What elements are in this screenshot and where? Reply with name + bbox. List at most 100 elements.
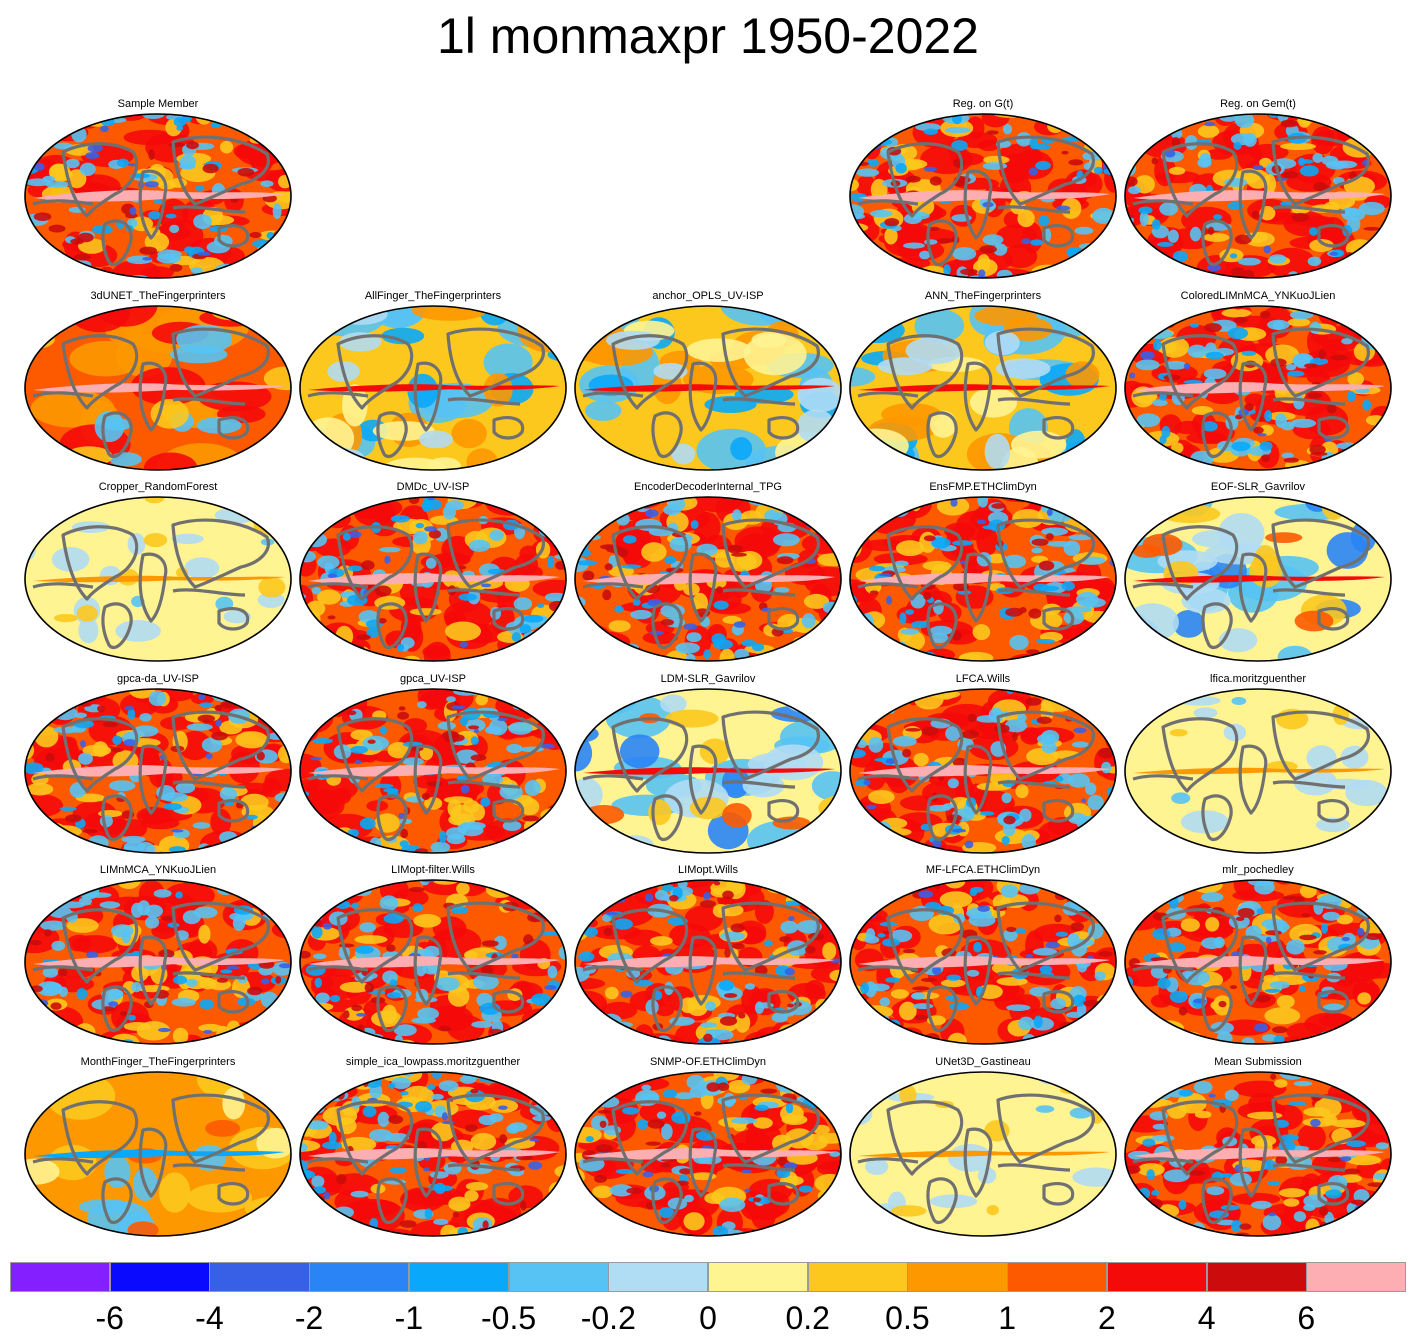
colorbar-swatch xyxy=(907,1262,1008,1292)
map-plot xyxy=(24,688,292,854)
map-panel: LIMopt-filter.Wills xyxy=(298,863,568,1049)
colorbar-tick-label: -4 xyxy=(195,1300,224,1336)
colorbar-tick-label: -0.5 xyxy=(481,1300,537,1336)
colorbar-swatch xyxy=(608,1262,709,1292)
colorbar-tick-label: 0 xyxy=(699,1300,717,1336)
map-panel-label: LIMopt.Wills xyxy=(678,864,738,876)
map-panel-label: MonthFinger_TheFingerprinters xyxy=(80,1056,236,1068)
colorbar-tick-label: 1 xyxy=(998,1300,1016,1336)
map-panel: EnsFMP.ETHClimDyn xyxy=(848,480,1118,666)
map-panel-label: Sample Member xyxy=(117,98,199,110)
colorbar-tick-label: 6 xyxy=(1297,1300,1316,1336)
colorbar-tick-label: 2 xyxy=(1097,1300,1116,1336)
map-plot xyxy=(299,1071,567,1237)
map-panel: Sample Member xyxy=(23,97,293,283)
map-plot xyxy=(1124,879,1392,1045)
map-panel: LIMopt.Wills xyxy=(573,863,843,1049)
map-panel: simple_ica_lowpass.moritzguenther xyxy=(298,1055,568,1241)
map-panel: anchor_OPLS_UV-ISP xyxy=(573,289,843,475)
map-panel: UNet3D_Gastineau xyxy=(848,1055,1118,1241)
colorbar-swatch xyxy=(109,1262,210,1292)
map-panel-label: Reg. on Gem(t) xyxy=(1220,98,1296,110)
map-panel: EncoderDecoderInternal_TPG xyxy=(573,480,843,666)
map-plot xyxy=(299,305,567,471)
colorbar xyxy=(10,1262,1407,1294)
colorbar-swatch xyxy=(1106,1262,1208,1292)
colorbar-swatch xyxy=(1306,1262,1407,1292)
map-plot xyxy=(1124,113,1392,279)
colorbar-swatch xyxy=(209,1262,310,1292)
map-panel-label: EOF-SLR_Gavrilov xyxy=(1210,481,1306,493)
map-panel-label: lfica.moritzguenther xyxy=(1210,673,1306,685)
map-panel: mlr_pochedley xyxy=(1123,863,1393,1049)
map-panel: 3dUNET_TheFingerprinters xyxy=(23,289,293,475)
map-panel-label: EncoderDecoderInternal_TPG xyxy=(634,481,782,493)
map-panel-label: EnsFMP.ETHClimDyn xyxy=(929,481,1037,493)
colorbar-swatch xyxy=(408,1262,510,1292)
map-plot xyxy=(1124,688,1392,854)
map-panel: gpca_UV-ISP xyxy=(298,672,568,858)
map-panel-label: 3dUNET_TheFingerprinters xyxy=(90,290,226,302)
colorbar-tick-label: 0.2 xyxy=(785,1300,830,1336)
colorbar-swatch xyxy=(10,1262,111,1292)
map-plot xyxy=(24,305,292,471)
map-panel: LFCA.Wills xyxy=(848,672,1118,858)
map-panel: DMDc_UV-ISP xyxy=(298,480,568,666)
map-panel: lfica.moritzguenther xyxy=(1123,672,1393,858)
colorbar-tick-label: -1 xyxy=(394,1300,424,1336)
map-panel: MonthFinger_TheFingerprinters xyxy=(23,1055,293,1241)
map-plot xyxy=(1124,305,1392,471)
map-plot xyxy=(24,1071,292,1237)
map-panel: AllFinger_TheFingerprinters xyxy=(298,289,568,475)
map-plot xyxy=(574,305,842,471)
map-panel: LDM-SLR_Gavrilov xyxy=(573,672,843,858)
map-panel-label: ANN_TheFingerprinters xyxy=(924,290,1042,302)
map-panel: gpca-da_UV-ISP xyxy=(23,672,293,858)
map-panel-label: Cropper_RandomForest xyxy=(98,481,218,493)
colorbar-tick-label: 0.5 xyxy=(885,1300,930,1336)
map-panel-label: anchor_OPLS_UV-ISP xyxy=(652,290,764,302)
colorbar-swatch xyxy=(1007,1262,1108,1292)
map-panel-label: Mean Submission xyxy=(1214,1056,1302,1068)
map-panel-label: LIMopt-filter.Wills xyxy=(391,864,475,876)
map-panel-label: gpca_UV-ISP xyxy=(399,673,467,685)
colorbar-swatch xyxy=(508,1262,609,1292)
map-panel: ANN_TheFingerprinters xyxy=(848,289,1118,475)
colorbar-tick-label: -6 xyxy=(95,1300,124,1336)
map-panel-label: MF-LFCA.ETHClimDyn xyxy=(925,864,1041,876)
colorbar-swatch xyxy=(807,1262,908,1292)
map-panel: Mean Submission xyxy=(1123,1055,1393,1241)
map-panel: EOF-SLR_Gavrilov xyxy=(1123,480,1393,666)
map-plot xyxy=(849,305,1117,471)
map-panel-label: LDM-SLR_Gavrilov xyxy=(660,673,756,685)
map-plot xyxy=(574,496,842,662)
map-plot xyxy=(849,113,1117,279)
colorbar-tick-label: -0.2 xyxy=(580,1300,636,1336)
map-panel-label: AllFinger_TheFingerprinters xyxy=(364,290,502,302)
colorbar-swatch xyxy=(708,1262,809,1292)
map-panel: Reg. on Gem(t) xyxy=(1123,97,1393,283)
map-panel: MF-LFCA.ETHClimDyn xyxy=(848,863,1118,1049)
map-plot xyxy=(574,879,842,1045)
map-panel-label: DMDc_UV-ISP xyxy=(396,481,470,493)
map-plot xyxy=(24,496,292,662)
map-panel-label: LFCA.Wills xyxy=(955,673,1011,685)
map-plot xyxy=(849,1071,1117,1237)
colorbar-tick-label: -2 xyxy=(294,1300,324,1336)
map-panel-label: SNMP-OF.ETHClimDyn xyxy=(649,1056,767,1068)
map-panel-label: gpca-da_UV-ISP xyxy=(117,673,199,685)
map-panel-label: simple_ica_lowpass.moritzguenther xyxy=(345,1056,521,1068)
map-plot xyxy=(299,879,567,1045)
map-plot xyxy=(24,879,292,1045)
map-panel-label: mlr_pochedley xyxy=(1222,864,1294,876)
map-panel: Reg. on G(t) xyxy=(848,97,1118,283)
map-plot xyxy=(299,688,567,854)
map-panel: LIMnMCA_YNKuoJLien xyxy=(23,863,293,1049)
map-plot xyxy=(849,496,1117,662)
map-plot xyxy=(574,688,842,854)
map-plot xyxy=(849,879,1117,1045)
map-panel-label: Reg. on G(t) xyxy=(952,98,1014,110)
map-plot xyxy=(1124,496,1392,662)
map-panel-label: LIMnMCA_YNKuoJLien xyxy=(99,864,217,876)
map-panel-label: ColoredLIMnMCA_YNKuoJLien xyxy=(1180,290,1336,302)
